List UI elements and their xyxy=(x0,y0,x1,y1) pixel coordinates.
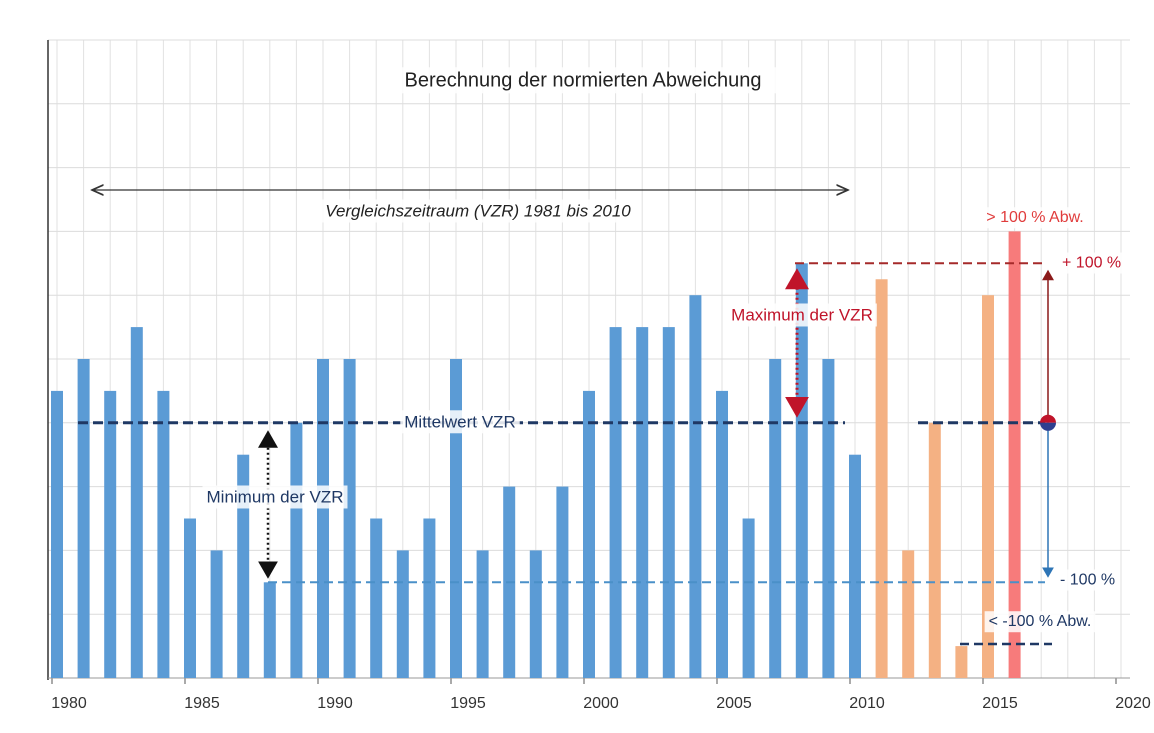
bar xyxy=(157,390,170,678)
x-tick-label: 1985 xyxy=(184,695,220,712)
x-tick-label: 2015 xyxy=(982,695,1018,712)
max-label: Maximum der VZR xyxy=(731,305,873,324)
x-tick-label: 2020 xyxy=(1115,695,1151,712)
plus-label-bg xyxy=(1059,252,1125,274)
bar xyxy=(716,390,728,678)
bar xyxy=(104,390,117,678)
bar xyxy=(317,359,329,678)
minus-label: - 100 % xyxy=(1060,572,1115,589)
bar xyxy=(928,422,941,678)
max-label-bg xyxy=(727,303,877,327)
above-label-bg xyxy=(983,207,1087,229)
bar xyxy=(77,359,90,678)
bar xyxy=(689,295,702,678)
bar xyxy=(51,390,63,678)
bar xyxy=(955,646,968,678)
bar xyxy=(210,550,223,678)
bar xyxy=(769,359,782,678)
bar xyxy=(583,390,595,678)
below-label-bg xyxy=(984,611,1096,633)
chart-title-bg xyxy=(384,67,782,94)
bar xyxy=(609,327,622,678)
bar xyxy=(476,550,489,678)
x-tick-label: 1980 xyxy=(51,695,87,712)
plus-label: + 100 % xyxy=(1062,255,1121,272)
bar xyxy=(396,550,409,678)
bar xyxy=(370,518,383,678)
mean-dot-top xyxy=(1040,414,1056,423)
above-label: > 100 % Abw. xyxy=(986,209,1083,226)
below-label: < -100 % Abw. xyxy=(989,613,1092,630)
mean-label-bg xyxy=(400,410,520,434)
bar xyxy=(130,327,143,678)
bar xyxy=(237,454,250,678)
bar xyxy=(263,582,276,678)
bar xyxy=(343,359,356,678)
bar xyxy=(875,279,888,678)
bar xyxy=(822,359,835,678)
minus-label-bg xyxy=(1057,569,1119,591)
bar xyxy=(529,550,542,678)
bar xyxy=(902,550,915,678)
bar xyxy=(636,327,649,678)
x-tick-label: 2005 xyxy=(716,695,752,712)
period-label: Vergleichszeitraum (VZR) 1981 bis 2010 xyxy=(325,201,631,220)
min-label-bg xyxy=(202,485,348,509)
bar xyxy=(662,327,675,678)
bar xyxy=(1008,231,1021,678)
bar xyxy=(450,359,462,678)
x-tick-label: 2010 xyxy=(849,695,885,712)
mean-label: Mittelwert VZR xyxy=(404,412,515,431)
bar xyxy=(849,454,861,678)
x-tick-label: 2000 xyxy=(583,695,619,712)
x-tick-label: 1990 xyxy=(317,695,353,712)
mean-dot-bottom xyxy=(1040,422,1056,431)
min-label: Minimum der VZR xyxy=(207,487,344,506)
bar xyxy=(184,518,196,678)
period-label-bg xyxy=(319,199,638,223)
bar xyxy=(290,422,303,678)
x-tick-label: 1995 xyxy=(450,695,486,712)
bar xyxy=(742,518,755,678)
chart-title: Berechnung der normierten Abweichung xyxy=(405,69,762,91)
bar xyxy=(423,518,436,678)
